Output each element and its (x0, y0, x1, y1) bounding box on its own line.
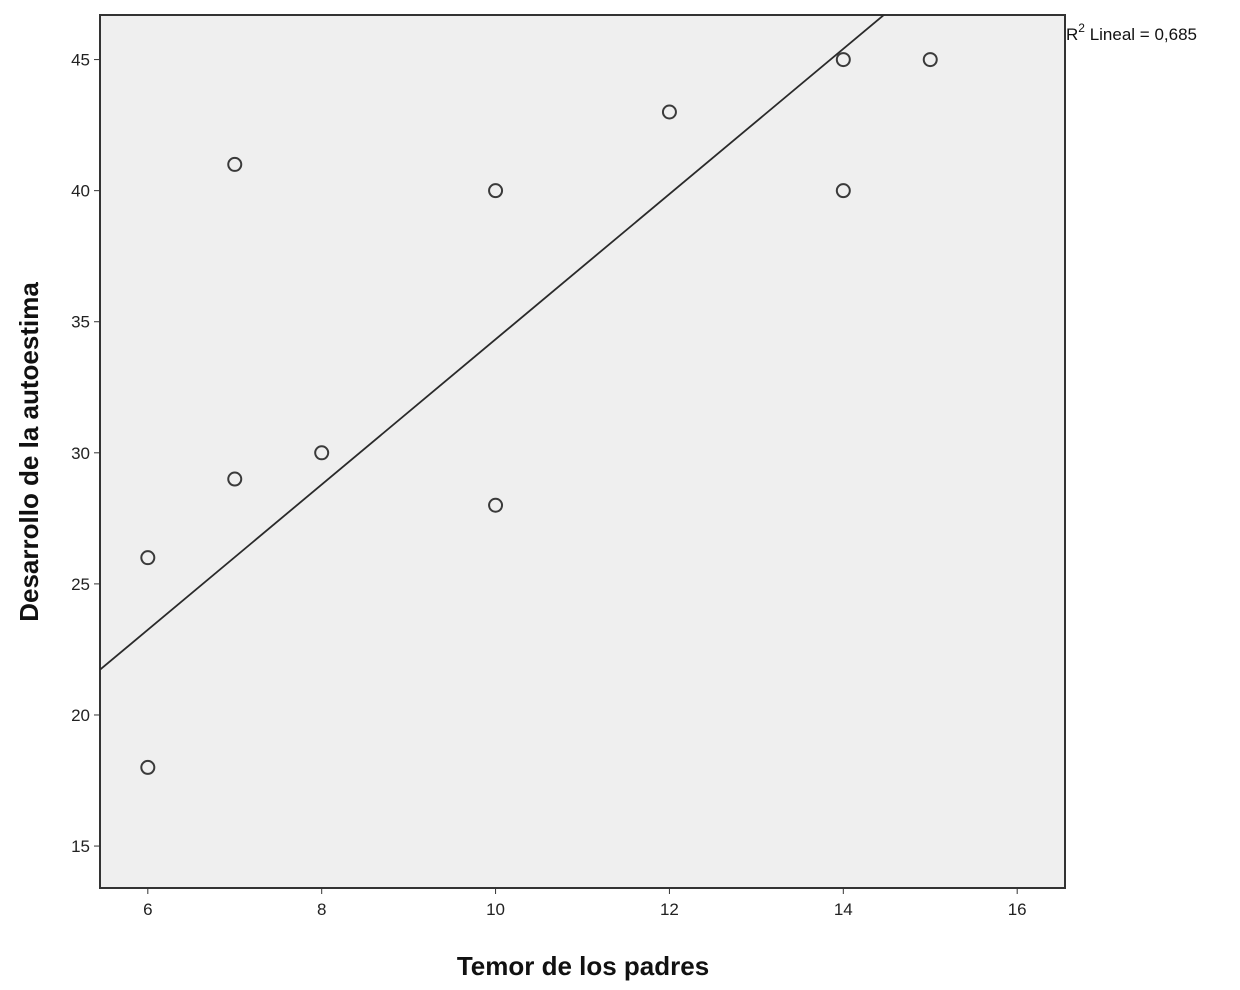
data-point (140, 550, 156, 566)
y-tick-label: 35 (71, 313, 90, 332)
r2-annotation: R2 Lineal = 0,685 (1066, 21, 1197, 44)
data-point (227, 156, 243, 172)
regression-line-layer (100, 15, 886, 671)
data-point (488, 183, 504, 199)
y-tick-label: 40 (71, 182, 90, 201)
data-point (488, 497, 504, 513)
x-tick-label: 16 (1008, 900, 1027, 919)
x-tick-label: 8 (317, 900, 326, 919)
data-point (835, 52, 851, 68)
data-point (314, 445, 330, 461)
data-points (140, 52, 938, 775)
axis-ticks: 6 8 10 12 14 16 15 20 25 30 35 40 45 (71, 51, 1027, 919)
plot-area (99, 14, 1066, 889)
data-point (661, 104, 677, 120)
data-point (922, 52, 938, 68)
data-point (140, 759, 156, 775)
y-tick-label: 25 (71, 575, 90, 594)
data-point (227, 471, 243, 487)
regression-line (100, 15, 886, 671)
x-tick-label: 12 (660, 900, 679, 919)
x-tick-label: 10 (486, 900, 505, 919)
y-tick-label: 15 (71, 837, 90, 856)
y-tick-label: 30 (71, 444, 90, 463)
x-tick-label: 6 (143, 900, 152, 919)
y-axis-title: Desarrollo de la autoestima (14, 282, 44, 622)
r2-prefix: R (1066, 25, 1078, 44)
y-tick-label: 45 (71, 51, 90, 70)
data-point (835, 183, 851, 199)
x-axis-title: Temor de los padres (457, 951, 709, 981)
y-tick-label: 20 (71, 706, 90, 725)
r2-value: Lineal = 0,685 (1085, 25, 1197, 44)
x-tick-label: 14 (834, 900, 853, 919)
r2-superscript: 2 (1078, 21, 1085, 35)
